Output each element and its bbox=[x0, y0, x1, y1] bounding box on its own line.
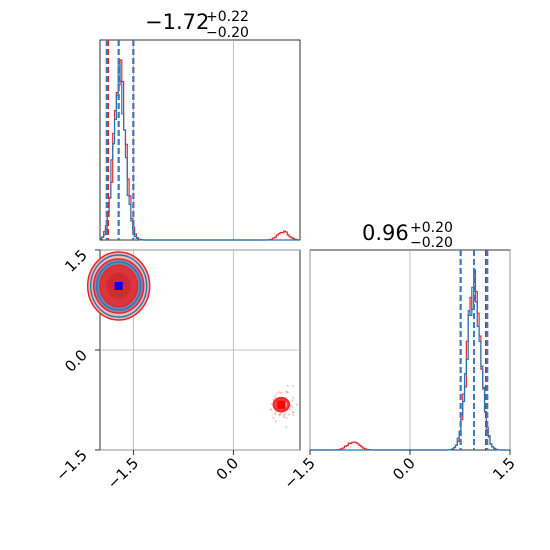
tick-label-x1-0: −1.5 bbox=[280, 454, 318, 492]
scatter-point-secondary bbox=[280, 391, 283, 394]
tick-label-x1-2: 1.5 bbox=[489, 454, 519, 484]
scatter-point-secondary bbox=[275, 392, 278, 395]
scatter-point-secondary bbox=[269, 408, 272, 411]
title-minus-0: −0.20 bbox=[206, 25, 249, 41]
title-value-1: 0.96 bbox=[362, 221, 409, 245]
panel-joint bbox=[86, 249, 301, 455]
panel-marginal-1: 0.96 +0.20 −0.20 bbox=[309, 220, 511, 455]
tick-label-x1-1: 0.0 bbox=[389, 454, 419, 484]
scatter-point-secondary bbox=[285, 425, 288, 428]
scatter-point-secondary bbox=[288, 408, 291, 411]
truth-markers bbox=[114, 282, 286, 409]
title-plus-1: +0.20 bbox=[410, 220, 453, 236]
histogram-blue-0 bbox=[99, 64, 300, 241]
scatter-point-secondary bbox=[291, 406, 294, 409]
title-param-1: 0.96 bbox=[362, 221, 409, 245]
scatter-point-secondary bbox=[270, 403, 273, 406]
truth-marker-blue bbox=[114, 282, 123, 290]
scatter-point-secondary bbox=[286, 390, 289, 393]
scatter-point-secondary bbox=[272, 398, 275, 401]
histograms-marginal-0 bbox=[99, 59, 301, 241]
contour-blue-outer bbox=[89, 254, 148, 318]
scatter-point-secondary bbox=[286, 385, 289, 388]
panel-marginal-0: −1.72 +0.22 −0.20 bbox=[99, 9, 301, 241]
scatter-point-secondary bbox=[290, 404, 293, 407]
grid-marginal-1 bbox=[309, 250, 511, 450]
scatter-point-secondary bbox=[272, 416, 275, 419]
scatter-point-secondary bbox=[292, 396, 295, 399]
truth-marker-red bbox=[277, 400, 286, 409]
scatter-point-secondary bbox=[291, 399, 294, 402]
tick-label-y1-2: −1.5 bbox=[52, 446, 90, 484]
quantile-lines-marginal-0 bbox=[105, 40, 135, 240]
title-plus-0: +0.22 bbox=[206, 9, 249, 25]
scatter-point-secondary bbox=[284, 412, 287, 415]
tick-label-y1-0: 1.5 bbox=[61, 246, 91, 276]
tick-label-x0-1: 0.0 bbox=[213, 454, 243, 484]
title-param-0: −1.72 bbox=[145, 10, 209, 34]
ticks-marginal-1 bbox=[309, 450, 511, 455]
panel-frame-0 bbox=[99, 39, 301, 241]
tick-label-y1-1: 0.0 bbox=[61, 346, 91, 376]
scatter-point-secondary bbox=[282, 414, 285, 417]
scatter-point-secondary bbox=[296, 403, 299, 406]
quantile-lines-marginal-1 bbox=[459, 250, 489, 450]
tick-label-x0-0: −1.5 bbox=[104, 454, 142, 492]
histogram-blue-1 bbox=[310, 274, 510, 451]
scatter-point-secondary bbox=[274, 413, 277, 416]
title-minus-1: −0.20 bbox=[410, 235, 453, 251]
scatter-point-secondary bbox=[279, 412, 282, 415]
scatter-point-secondary bbox=[274, 410, 277, 413]
ticks-joint bbox=[95, 249, 234, 455]
histograms-marginal-1 bbox=[310, 269, 510, 451]
scatter-point-secondary bbox=[274, 420, 277, 423]
scatter-point-secondary bbox=[274, 394, 277, 397]
scatter-point-secondary bbox=[292, 413, 295, 416]
scatter-point-secondary bbox=[292, 411, 295, 414]
scatter-point-secondary bbox=[287, 413, 290, 416]
scatter-point-secondary bbox=[278, 391, 281, 394]
scatter-point-secondary bbox=[291, 384, 294, 387]
scatter-point-secondary bbox=[274, 396, 277, 399]
scatter-point-secondary bbox=[285, 416, 288, 419]
title-value-0: −1.72 bbox=[145, 10, 209, 34]
scatter-point-secondary bbox=[283, 416, 286, 419]
